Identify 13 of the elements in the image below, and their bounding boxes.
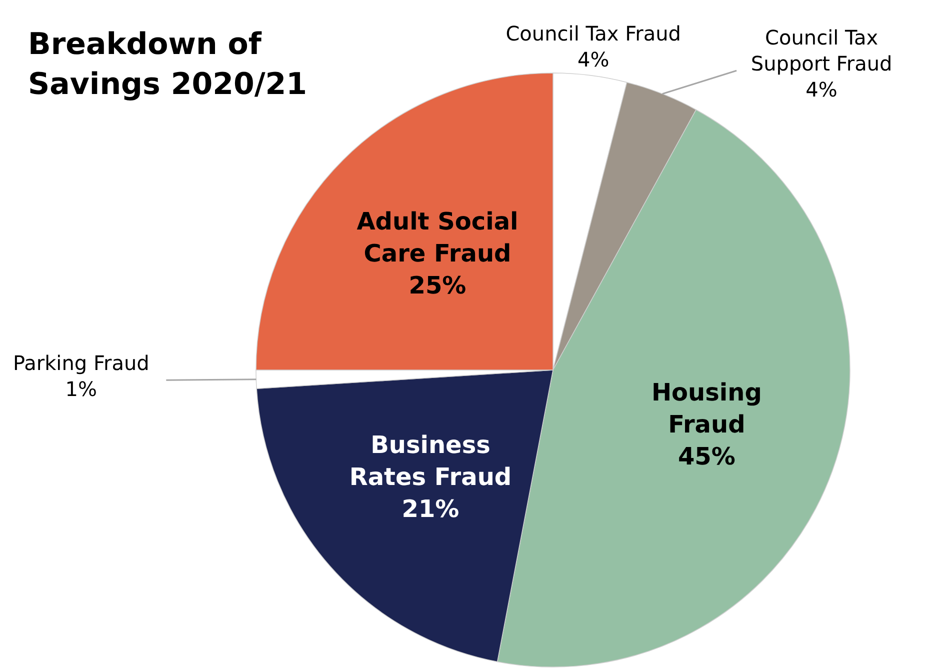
slice-label: Adult Social Care Fraud bbox=[356, 207, 518, 268]
data-label: 45% bbox=[678, 442, 736, 470]
data-label: 21% bbox=[402, 495, 460, 524]
data-label: 25% bbox=[408, 271, 466, 300]
slice-label: Business Rates Fraud bbox=[349, 431, 512, 492]
data-label: 4% bbox=[577, 48, 610, 72]
text: Breakdown of Savings 2020/21 bbox=[28, 27, 308, 102]
slice-label: Parking Fraud bbox=[12, 351, 150, 376]
data-label: 4% bbox=[806, 78, 838, 102]
data-label: 1% bbox=[65, 377, 98, 402]
slice-label: Housing Fraud bbox=[651, 378, 762, 438]
slice-label: Council Tax Support Fraud bbox=[750, 26, 892, 76]
slice-label: Council Tax Fraud bbox=[506, 22, 681, 46]
